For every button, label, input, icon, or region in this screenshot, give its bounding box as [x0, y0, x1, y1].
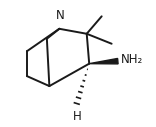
Text: H: H: [72, 110, 81, 123]
Text: N: N: [56, 9, 65, 22]
Polygon shape: [89, 58, 118, 64]
Text: NH₂: NH₂: [121, 53, 143, 66]
